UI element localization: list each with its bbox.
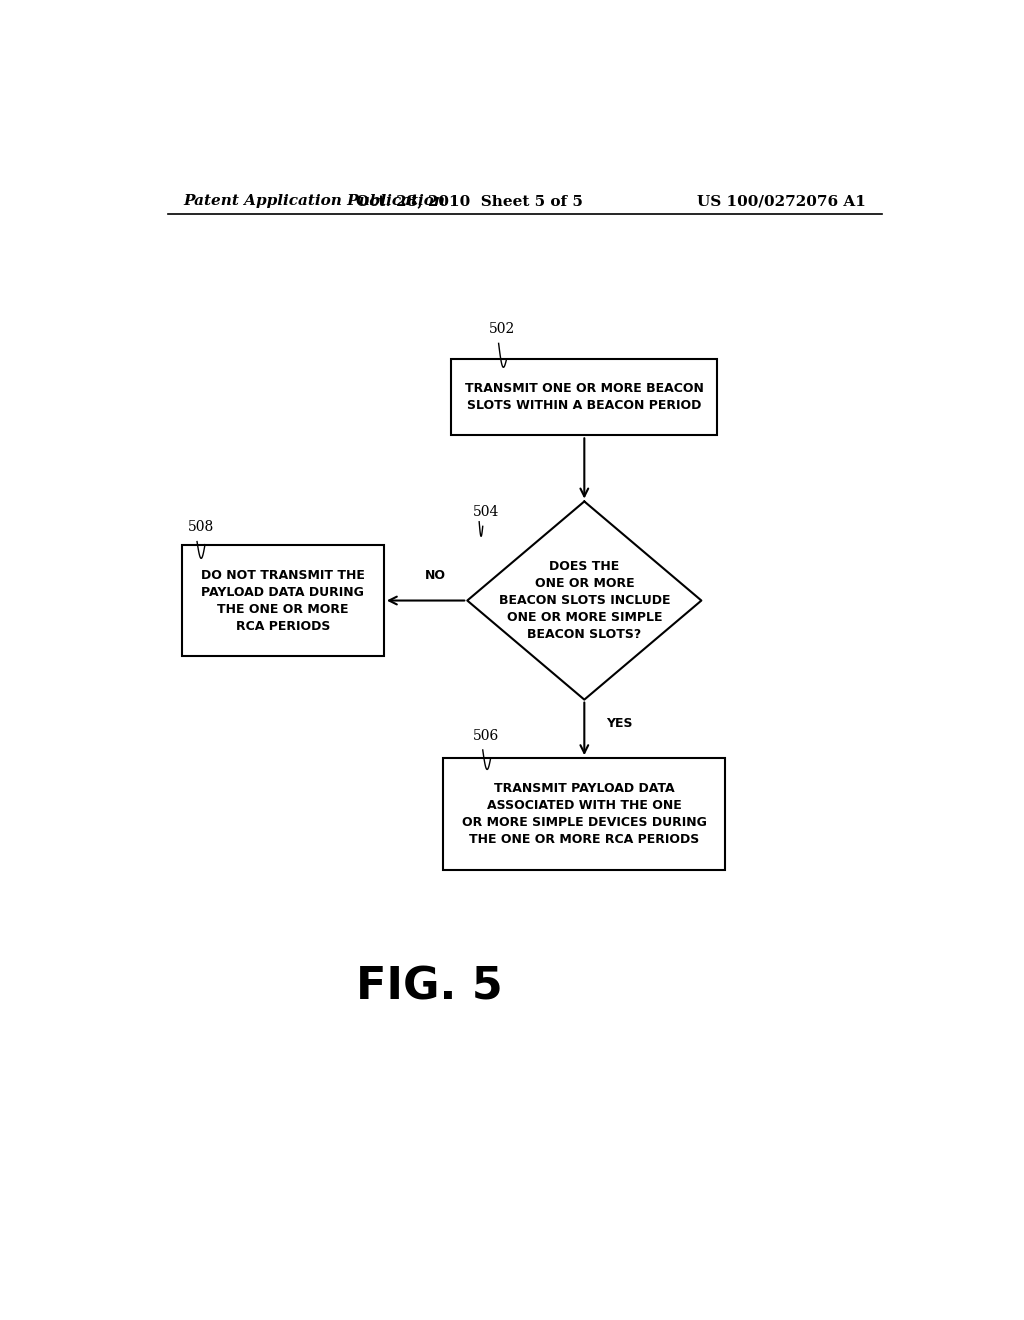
- Text: 508: 508: [187, 520, 214, 535]
- Text: Patent Application Publication: Patent Application Publication: [183, 194, 445, 209]
- Text: TRANSMIT ONE OR MORE BEACON
SLOTS WITHIN A BEACON PERIOD: TRANSMIT ONE OR MORE BEACON SLOTS WITHIN…: [465, 383, 703, 412]
- Text: TRANSMIT PAYLOAD DATA
ASSOCIATED WITH THE ONE
OR MORE SIMPLE DEVICES DURING
THE : TRANSMIT PAYLOAD DATA ASSOCIATED WITH TH…: [462, 781, 707, 846]
- Text: DO NOT TRANSMIT THE
PAYLOAD DATA DURING
THE ONE OR MORE
RCA PERIODS: DO NOT TRANSMIT THE PAYLOAD DATA DURING …: [201, 569, 365, 632]
- Text: 502: 502: [489, 322, 515, 337]
- Text: DOES THE
ONE OR MORE
BEACON SLOTS INCLUDE
ONE OR MORE SIMPLE
BEACON SLOTS?: DOES THE ONE OR MORE BEACON SLOTS INCLUD…: [499, 560, 670, 642]
- Polygon shape: [467, 502, 701, 700]
- Text: FIG. 5: FIG. 5: [356, 965, 503, 1008]
- Text: NO: NO: [425, 569, 446, 582]
- Text: Oct. 28, 2010  Sheet 5 of 5: Oct. 28, 2010 Sheet 5 of 5: [355, 194, 583, 209]
- Bar: [181, 545, 384, 656]
- Text: YES: YES: [606, 717, 633, 730]
- Bar: [452, 359, 717, 436]
- Text: 504: 504: [473, 506, 500, 519]
- Bar: [443, 758, 725, 870]
- Text: 506: 506: [473, 729, 500, 743]
- Text: US 100/0272076 A1: US 100/0272076 A1: [697, 194, 866, 209]
